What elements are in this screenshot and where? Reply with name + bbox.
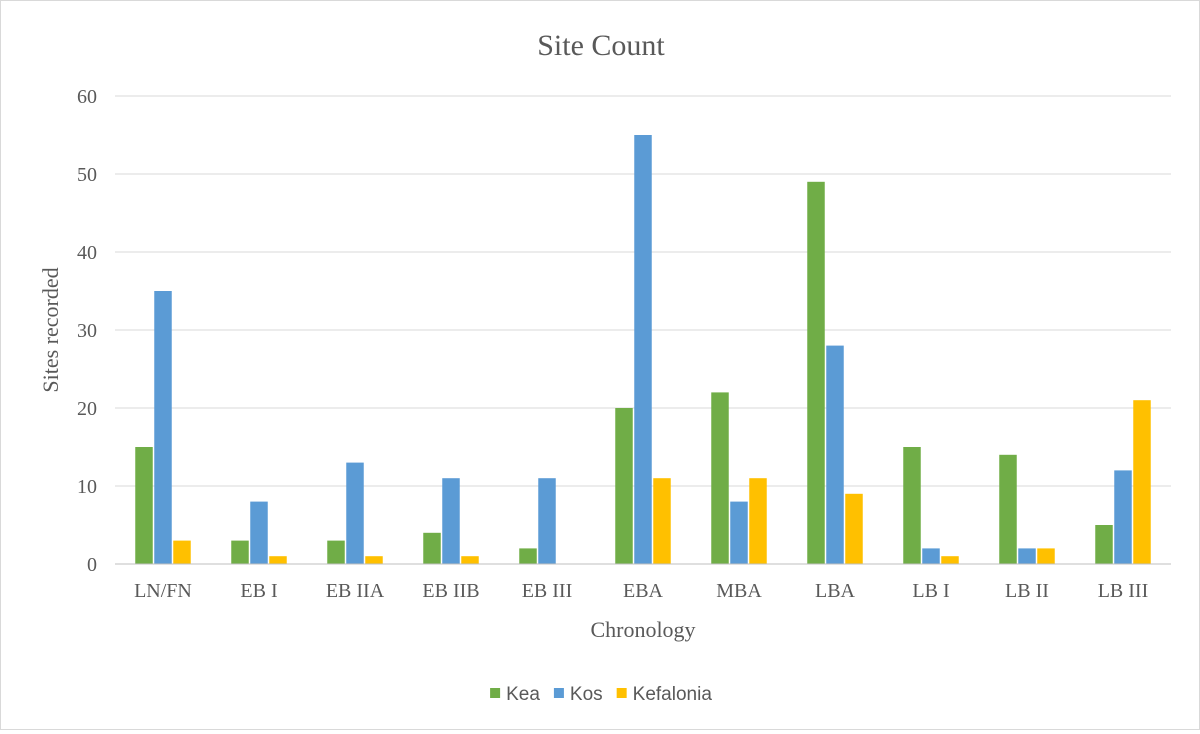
x-tick-label: LB I — [912, 580, 949, 602]
legend: Kea Kos Kefalonia — [490, 684, 712, 705]
bar-kefalonia-eb-iib — [461, 556, 479, 564]
x-tick-label: EBA — [623, 580, 664, 602]
bar-kos-lb-ii — [1018, 548, 1036, 564]
bar-kefalonia-lb-ii — [1037, 548, 1055, 564]
bar-kea-lba — [807, 181, 825, 565]
bar-kos-eb-iii — [538, 478, 556, 564]
bar-kefalonia-ln-fn — [173, 540, 191, 564]
legend-swatch-kefalonia — [616, 688, 627, 698]
x-tick-label: EB III — [522, 580, 573, 602]
bar-kos-lba — [826, 345, 844, 564]
x-axis-label: Chronology — [590, 617, 695, 642]
bar-kefalonia-mba — [749, 478, 767, 564]
bar-kea-lb-iii — [1095, 525, 1113, 564]
y-tick-label: 0 — [87, 554, 97, 576]
bar-kos-eb-i — [250, 501, 268, 564]
x-tick-label: LB II — [1005, 580, 1049, 602]
bar-kea-eba — [615, 408, 633, 564]
bar-kefalonia-lb-i — [941, 556, 959, 564]
y-tick-label: 30 — [77, 320, 97, 342]
x-axis-ticks: LN/FN EB I EB IIA EB IIB EB III EBA MBA LBA LB I… — [134, 580, 1148, 602]
x-tick-label: LB III — [1098, 580, 1149, 602]
x-tick-label: MBA — [716, 580, 762, 602]
legend-swatch-kea — [490, 688, 501, 698]
y-axis-ticks: 0 10 20 30 40 50 60 — [77, 86, 97, 576]
bar-kefalonia-eba — [653, 478, 671, 564]
x-tick-label: LBA — [815, 580, 856, 602]
bar-kea-lb-ii — [999, 454, 1017, 564]
legend-label-kefalonia: Kefalonia — [633, 684, 713, 705]
x-tick-label: LN/FN — [134, 580, 192, 602]
x-tick-label: EB IIB — [422, 580, 479, 602]
bar-kos-eb-iia — [346, 462, 364, 564]
bar-kos-eb-iib — [442, 478, 460, 564]
y-tick-label: 10 — [77, 476, 97, 498]
bar-kea-mba — [711, 392, 729, 564]
legend-label-kos: Kos — [570, 684, 603, 705]
bars — [135, 135, 1151, 565]
y-axis-label: Sites recorded — [38, 267, 63, 392]
legend-swatch-kos — [553, 688, 564, 698]
bar-kea-eb-iii — [519, 548, 537, 564]
bar-kefalonia-lba — [845, 493, 863, 564]
bar-kea-ln-fn — [135, 447, 153, 564]
bar-kos-ln-fn — [154, 291, 172, 564]
bar-kea-lb-i — [903, 447, 921, 564]
x-tick-label: EB I — [240, 580, 277, 602]
bar-kos-mba — [730, 501, 748, 564]
bar-kea-eb-iia — [327, 540, 345, 564]
bar-kea-eb-iib — [423, 532, 441, 564]
bar-kefalonia-eb-i — [269, 556, 287, 564]
y-tick-label: 50 — [77, 164, 97, 186]
x-tick-label: EB IIA — [326, 580, 385, 602]
bar-kos-lb-iii — [1114, 470, 1132, 564]
chart-title: Site Count — [537, 29, 665, 62]
bar-kos-lb-i — [922, 548, 940, 564]
bar-kefalonia-lb-iii — [1133, 400, 1151, 564]
y-tick-label: 60 — [77, 86, 97, 108]
legend-label-kea: Kea — [506, 684, 540, 705]
y-tick-label: 20 — [77, 398, 97, 420]
bar-kea-eb-i — [231, 540, 249, 564]
y-tick-label: 40 — [77, 242, 97, 264]
bar-kefalonia-eb-iia — [365, 556, 383, 564]
bar-kos-eba — [634, 135, 652, 564]
